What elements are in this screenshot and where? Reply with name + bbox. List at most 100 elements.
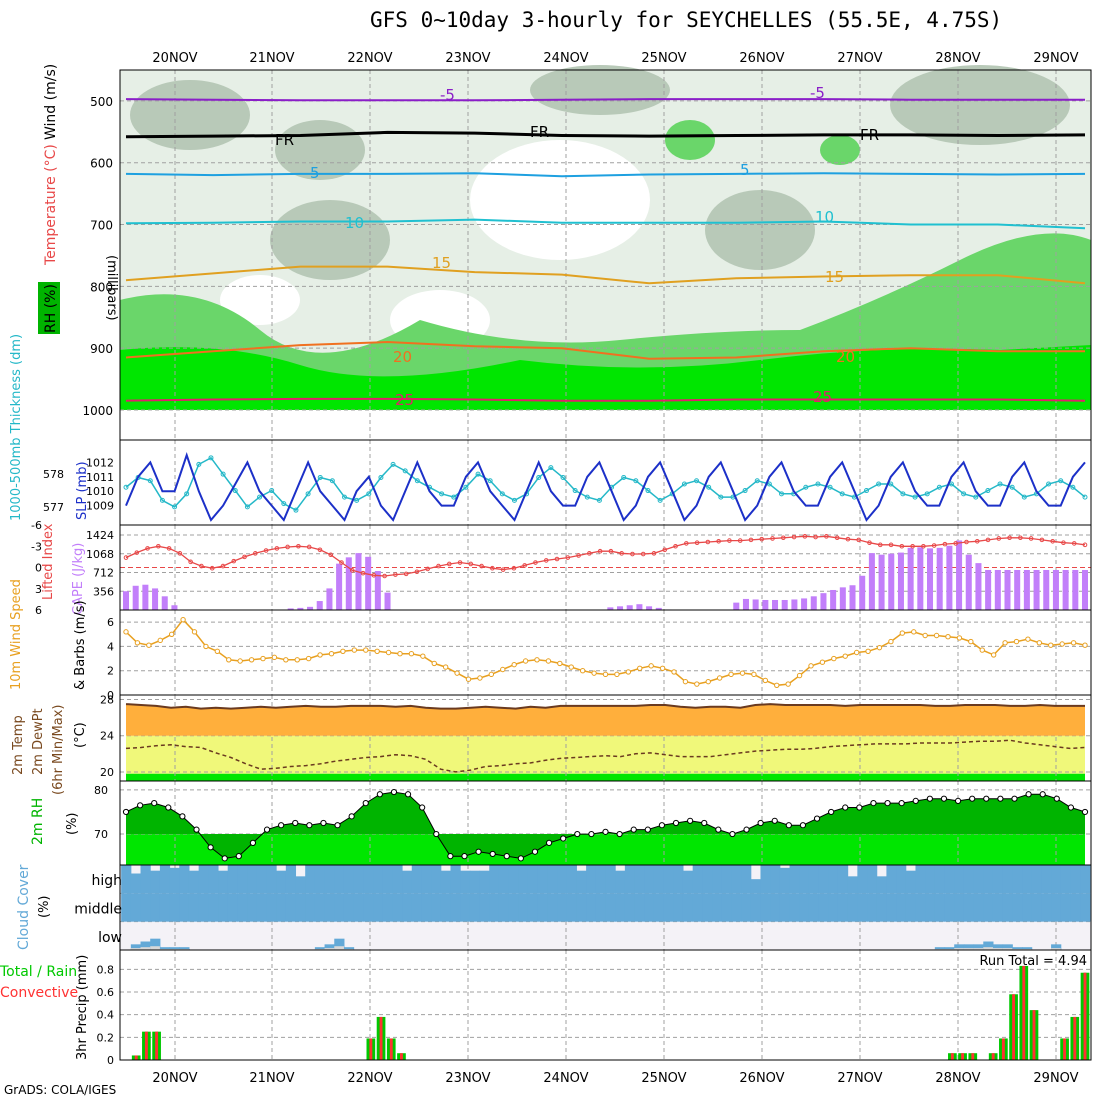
cloud-middle-bar (905, 893, 916, 922)
thickness-marker (863, 488, 869, 494)
cloud-level-label: low (98, 930, 122, 946)
cloud-high-bar (586, 865, 597, 894)
rh-marker (842, 804, 849, 811)
wind-speed-marker (294, 657, 300, 663)
wind-speed-marker (591, 670, 597, 676)
cloud-middle-bar (402, 893, 413, 922)
precip-tick-label: 0.2 (97, 1031, 115, 1044)
cloud-middle-bar (595, 893, 607, 922)
precip-convective-bar (1063, 1038, 1067, 1060)
lifted-tick-label: -6 (31, 519, 42, 532)
cloud-high-bar (615, 870, 626, 894)
cloud-middle-bar (421, 893, 432, 922)
cape-tick-label: 1068 (86, 548, 114, 561)
wind-speed-marker (796, 672, 803, 679)
wind-speed-marker (1070, 640, 1077, 646)
cloud-low-light-bar (150, 946, 160, 950)
rh-marker (672, 819, 680, 827)
isotherm-line (125, 98, 1085, 102)
wind-speed-marker (511, 661, 517, 668)
cloud-middle-bar (247, 893, 258, 922)
precip-tick-label: 0.6 (97, 986, 115, 999)
cape-bar (1052, 569, 1059, 610)
lifted-index-marker (177, 551, 183, 556)
rh-marker (362, 800, 369, 807)
cloud-middle-bar (954, 893, 965, 922)
cape-bar (985, 569, 992, 610)
cape-bar (1043, 569, 1050, 610)
lifted-index-marker (1050, 538, 1055, 544)
lifted-index-marker (533, 560, 538, 565)
rh-base-fill (126, 834, 1085, 865)
lifted-index-marker (500, 567, 506, 572)
precip-convective-bar (1032, 1010, 1036, 1060)
lifted-index-marker (845, 536, 851, 542)
rh-contour-region (890, 65, 1070, 145)
cloud-middle-bar (343, 893, 355, 922)
cloud-middle-bar (983, 893, 994, 922)
cape-bar (965, 554, 972, 610)
cloud-high-bar (1080, 865, 1091, 894)
cloud-low-bar (1012, 947, 1023, 950)
cloud-middle-bar (150, 893, 161, 922)
lifted-index-marker (188, 559, 193, 565)
isotherm-label: FR (275, 131, 294, 149)
lifted-index-marker (565, 555, 571, 560)
cloud-high-bar (702, 865, 713, 894)
cloud-middle-bar (963, 893, 975, 922)
cape-bar (384, 592, 391, 610)
rh-marker (348, 813, 355, 820)
cape-tick-label: 1424 (86, 529, 114, 542)
wind-speed-marker (979, 647, 985, 653)
wind-speed-marker (774, 682, 780, 688)
lifted-index-marker (587, 551, 592, 556)
wind-speed-marker (785, 681, 791, 687)
cloud-high-bar (188, 870, 200, 894)
lifted-index-marker (263, 548, 269, 553)
isotherm-label: 15 (825, 268, 844, 286)
cape-bar (859, 575, 866, 610)
rh-contour-region (270, 200, 390, 280)
lifted-index-marker (662, 547, 668, 553)
wind-speed-marker (454, 670, 460, 676)
cloud-middle-bar (121, 893, 132, 922)
cloud-high-bar (169, 867, 180, 894)
cloud-middle-bar (208, 893, 219, 922)
slp-tick-label: 1011 (86, 471, 114, 484)
wind-speed-marker (602, 671, 609, 678)
cloud-middle-bar (818, 893, 829, 922)
lifted-index-marker (1007, 535, 1012, 541)
rh-tick-label: 80 (94, 784, 108, 797)
slp-legend: SLP (mb) (75, 461, 90, 520)
lifted-index-marker (630, 551, 635, 557)
cloud-middle-bar (847, 893, 858, 922)
cloud-high-bar (324, 865, 335, 894)
cape-bar (733, 602, 740, 610)
lifted-index-marker (134, 550, 140, 555)
wind-speed-marker (933, 632, 940, 639)
rh-marker (179, 813, 186, 820)
rh-marker (235, 853, 242, 860)
cloud-high-bar (421, 865, 432, 894)
wind-speed-marker (956, 635, 963, 641)
lifted-index-marker (274, 546, 280, 551)
cape-bar (781, 599, 788, 610)
cloud-high-bar (905, 870, 916, 894)
lifted-index-marker (619, 551, 624, 556)
cape-bar (994, 569, 1001, 610)
thickness-marker (997, 481, 1003, 487)
cloud-low-light-bar (954, 948, 964, 950)
cloud-middle-bar (653, 893, 665, 922)
lifted-index-marker (608, 548, 614, 554)
thickness-marker (317, 474, 323, 480)
cloud-high-bar (489, 865, 500, 894)
pressure-tick-label: 1000 (82, 404, 113, 418)
lifted-index-marker (1039, 537, 1045, 543)
cape-bar (1033, 569, 1040, 610)
cloud-high-bar (808, 865, 820, 894)
thickness-marker (499, 491, 505, 497)
cloud-middle-bar (237, 893, 248, 922)
cloud-high-bar (557, 865, 568, 894)
cloud-middle-bar (489, 893, 500, 922)
wind-legend: Wind (m/s) (43, 64, 59, 140)
